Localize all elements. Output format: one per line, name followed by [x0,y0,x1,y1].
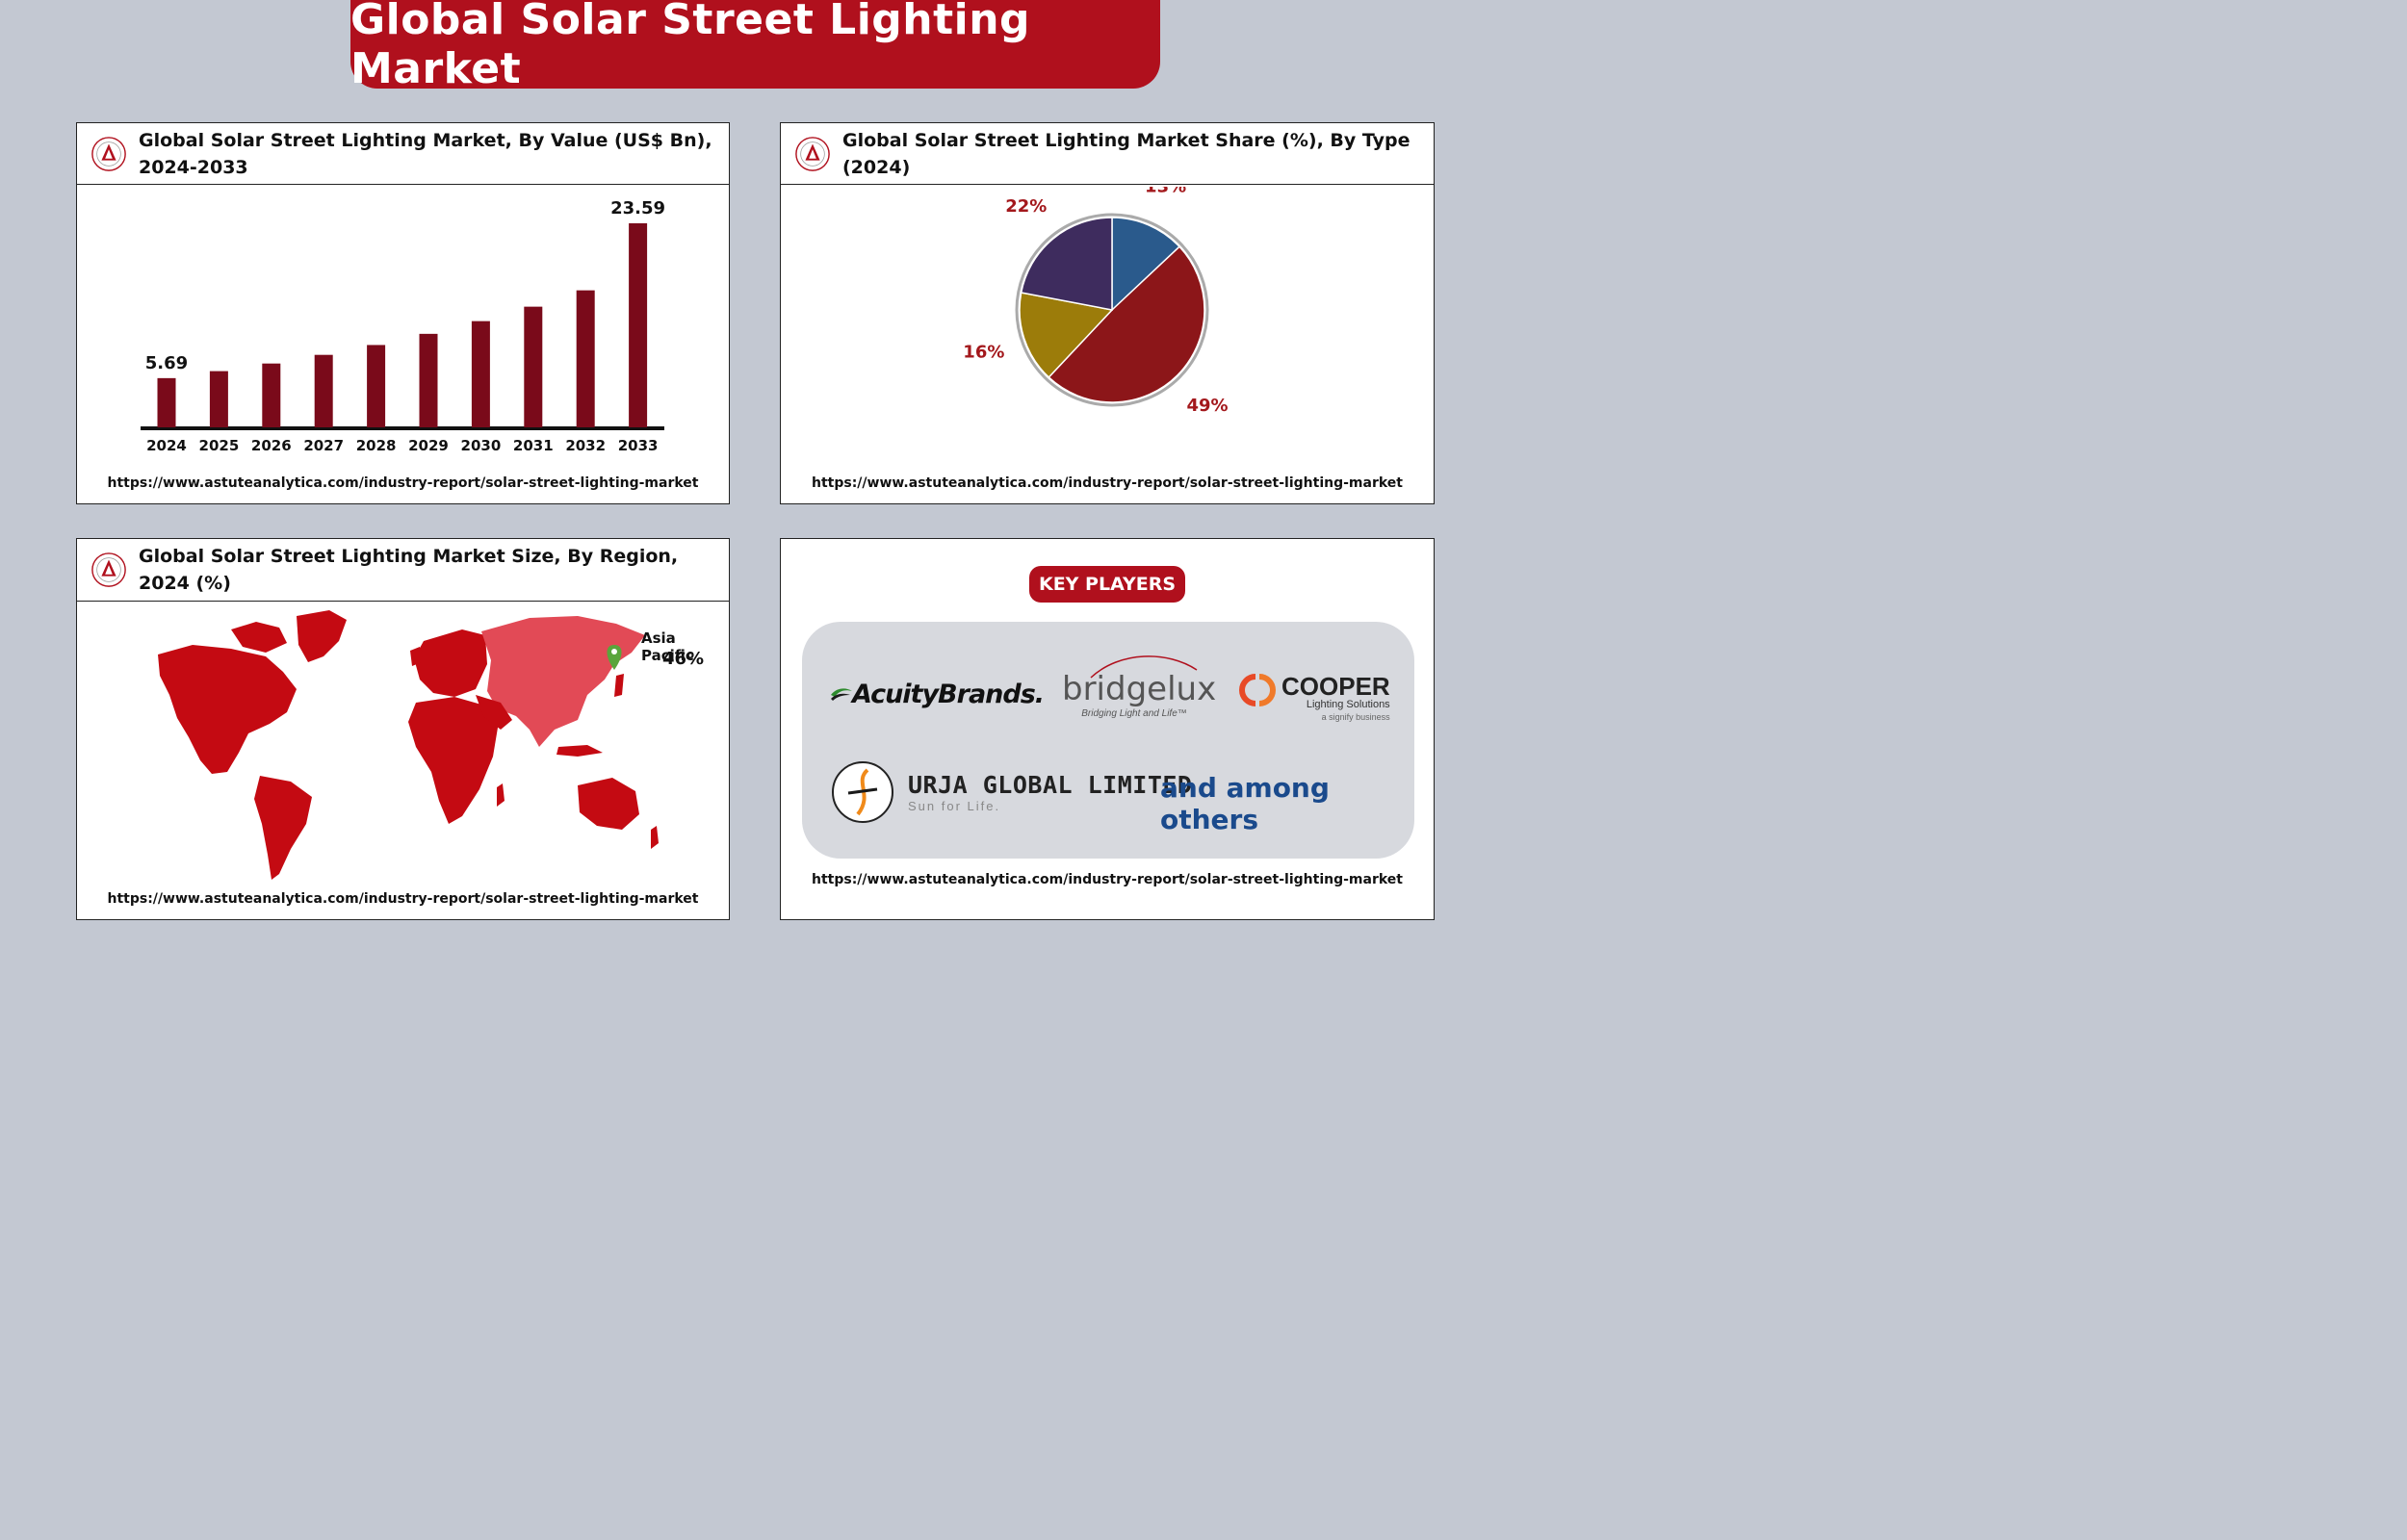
tick-label-2027: 2027 [303,437,344,454]
panel-header: Global Solar Street Lighting Market, By … [77,123,729,185]
pie-ring [1015,213,1209,407]
slice-centralized [1019,292,1114,379]
tick-label-2028: 2028 [356,437,397,454]
type-share-panel: Global Solar Street Lighting Market Shar… [780,122,1435,573]
uk-shape [410,647,422,666]
key-players-box: AcuityBrands. bridgelux Bridging Light a… [802,622,1414,859]
tick-label-2024: 2024 [146,437,187,454]
indonesia-shape [556,745,603,757]
key-players-heading: KEY PLAYERS [1029,566,1185,603]
south-america-shape [254,776,312,880]
acuity-brands-logo: AcuityBrands. [829,680,1045,709]
panel-title: Global Solar Street Lighting Market, By … [139,129,712,178]
bar-2024 [157,377,176,427]
slice-others [1020,217,1113,311]
bridgelux-arc-icon [1090,655,1198,679]
source-url[interactable]: https://www.astuteanalytica.com/industry… [812,872,1403,887]
bar-2032 [576,290,595,427]
bar-2028 [367,345,386,427]
slice-label-standalone: 49% [1186,396,1228,416]
cooper-logo: COOPER Lighting Solutions a signify busi… [1239,674,1390,722]
asia-pacific-shape [481,616,645,747]
arctic-islands-shape [231,622,287,653]
tick-label-2032: 2032 [565,437,606,454]
bar-2027 [314,354,333,427]
acuity-swoosh-icon [831,687,852,701]
bar-2033 [629,223,648,427]
world-map [158,610,659,880]
europe-shape [414,629,487,697]
tick-label-2030: 2030 [461,437,502,454]
bridgelux-logo: bridgelux Bridging Light and Life™ [1062,651,1216,719]
slice-label-centralized: 16% [963,342,1004,362]
value-chart-panel: Global Solar Street Lighting Market, By … [76,122,730,504]
panel-header: Global Solar Street Lighting Market Size… [77,539,729,602]
japan-shape [614,674,624,697]
location-pin-icon [607,645,622,670]
source-url[interactable]: https://www.astuteanalytica.com/industry… [107,891,699,907]
madagascar-shape [497,783,505,807]
data-label-2024: 5.69 [145,353,188,373]
bar-2030 [471,321,490,427]
asia-pacific-label: Asia Pacific [641,629,694,664]
pie-chart: 13% 49% 16% 22% [963,187,1228,416]
page-title: Global Solar Street Lighting Market [350,0,1031,93]
tick-label-2025: 2025 [199,437,240,454]
tick-label-2031: 2031 [513,437,554,454]
slice-standalone [1048,245,1205,403]
slice-portable [1111,217,1181,312]
urja-logo: URJA GLOBAL LIMITED Sun for Life. [831,760,1192,824]
key-players-panel: KEY PLAYERS AcuityBrands. bridgelux Brid… [780,538,1435,920]
astute-logo-icon [91,552,126,587]
tick-label-2029: 2029 [408,437,449,454]
astute-logo-icon [91,136,126,171]
australia-shape [578,778,639,830]
new-zealand-shape [651,826,659,849]
middle-east-shape [476,695,512,730]
asia-pacific-value: 46% [662,649,705,669]
bar-2029 [419,333,438,427]
data-label-2033: 23.59 [610,198,665,218]
page-banner: Global Solar Street Lighting Market [350,0,1160,93]
bar-2031 [524,306,543,427]
source-url[interactable]: https://www.astuteanalytica.com/industry… [107,475,699,491]
africa-shape [408,697,499,824]
slice-label-others: 22% [1005,196,1047,217]
greenland-shape [297,610,347,662]
tick-label-2026: 2026 [251,437,292,454]
bar-2026 [262,363,281,427]
panel-header: Global Solar Street Lighting Market Shar… [781,123,1434,185]
region-panel: Global Solar Street Lighting Market Size… [76,538,730,920]
tick-label-2033: 2033 [618,437,659,454]
slice-label-portable: 13% [1145,187,1186,197]
north-america-shape [158,645,297,774]
astute-logo-icon [795,136,830,171]
source-url[interactable]: https://www.astuteanalytica.com/industry… [812,475,1403,491]
panel-title: Global Solar Street Lighting Market Shar… [842,129,1411,178]
panel-title: Global Solar Street Lighting Market Size… [139,546,679,594]
bar-2025 [209,371,228,427]
and-among-others-text: and among others [1160,772,1330,835]
urja-sun-icon [832,761,893,823]
cooper-mark-icon [1239,674,1276,706]
bar-chart: 2024 5.69 2025 2026 2027 2028 2029 2030 2031 2032… [141,198,665,454]
